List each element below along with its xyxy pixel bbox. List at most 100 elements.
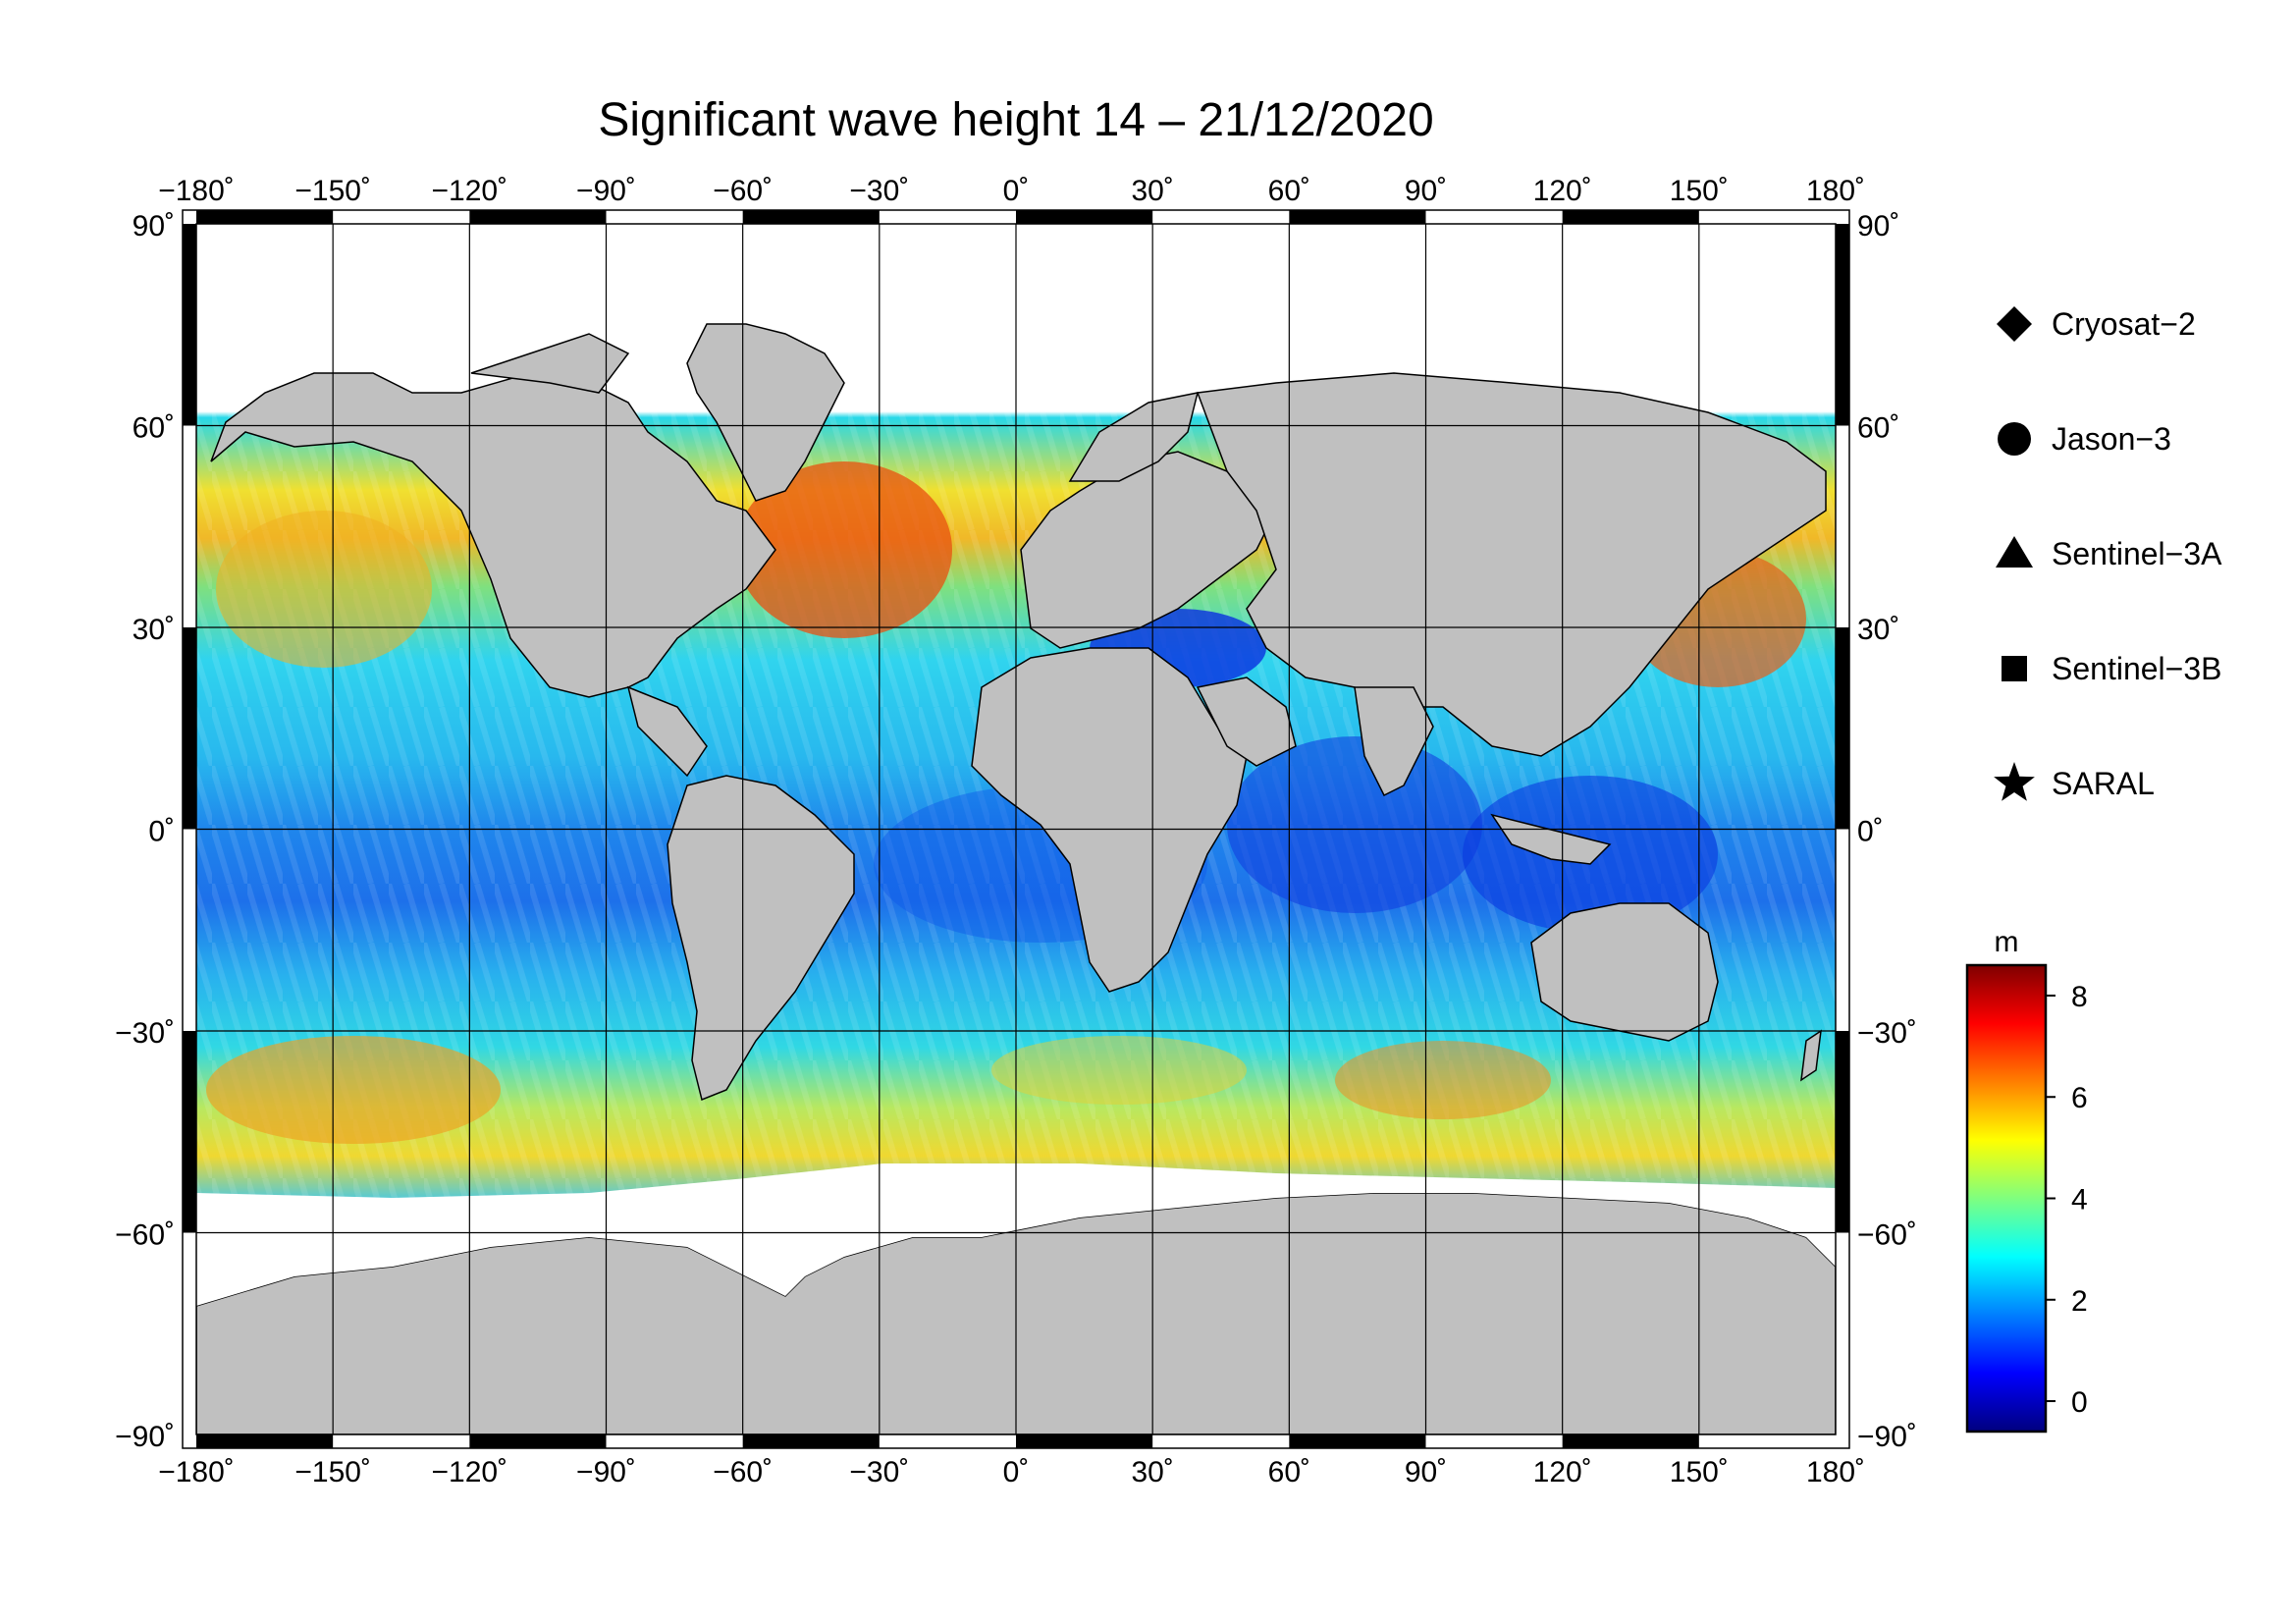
south-pacific-high-waves: [206, 1036, 501, 1144]
legend-label: SARAL: [2052, 766, 2155, 801]
lat-tick-label-left: 60˚: [133, 412, 175, 445]
frame-band-top: [469, 210, 607, 224]
lat-tick-label-right: −60˚: [1857, 1219, 1917, 1252]
lon-tick-label-top: 0˚: [1003, 175, 1030, 207]
greenland-land: [686, 323, 845, 502]
lon-tick-label-bottom: −30˚: [849, 1456, 909, 1488]
north-pacific-east-high-waves: [216, 511, 432, 668]
lat-tick-label-right: 0˚: [1857, 816, 1884, 848]
south-america-land: [667, 775, 855, 1102]
frame-band-bottom: [742, 1434, 880, 1448]
lat-tick-label-left: −30˚: [115, 1017, 175, 1050]
lon-tick-label-bottom: 60˚: [1268, 1456, 1310, 1488]
north-atlantic-high-waves: [736, 461, 952, 638]
lat-tick-label-right: −90˚: [1857, 1421, 1917, 1453]
frame-band-bottom: [196, 1434, 334, 1448]
legend-label: Jason−3: [2052, 421, 2171, 457]
frame-band-left: [183, 627, 196, 830]
lon-tick-label-top: −180˚: [158, 175, 235, 207]
south-indian-high-waves: [1335, 1041, 1551, 1119]
lon-tick-label-bottom: −60˚: [713, 1456, 773, 1488]
latitude-labels-right: 90˚ 60˚ 30˚ 0˚ −30˚ −60˚ −90˚: [1857, 210, 1917, 1453]
latitude-labels-left: 90˚ 60˚ 30˚ 0˚ −30˚ −60˚ −90˚: [115, 210, 175, 1453]
lon-tick-label-bottom: 150˚: [1670, 1456, 1729, 1488]
lon-tick-label-bottom: −150˚: [294, 1456, 371, 1488]
frame-band-top: [196, 210, 334, 224]
legend-triangle-marker: [1996, 536, 2033, 568]
legend-star-marker: [1994, 762, 2035, 801]
map-title: Significant wave height 14 – 21/12/2020: [598, 94, 1433, 146]
lon-tick-label-top: 120˚: [1533, 175, 1592, 207]
longitude-labels-bottom: −180˚ −150˚ −120˚ −90˚ −60˚ −30˚ 0˚ 30˚ 60˚ 90˚ 12…: [158, 1456, 1865, 1488]
lat-tick-label-right: 30˚: [1857, 614, 1899, 646]
colorbar: 0 2 4 6 8 m: [1965, 926, 2088, 1434]
lon-tick-label-top: −30˚: [849, 175, 909, 207]
north-america-land: [210, 372, 776, 698]
colorbar-tick-label: 2: [2071, 1285, 2088, 1318]
lat-tick-label-left: 90˚: [133, 210, 175, 243]
arabia-land: [1196, 676, 1297, 767]
lon-tick-label-top: −150˚: [294, 175, 371, 207]
india-land: [1354, 686, 1434, 797]
frame-band-top: [1016, 210, 1153, 224]
lon-tick-label-top: 150˚: [1670, 175, 1729, 207]
lon-tick-label-bottom: −120˚: [432, 1456, 508, 1488]
colorbar-tick-label: 0: [2071, 1386, 2088, 1419]
new-zealand-land: [1800, 1029, 1822, 1082]
lon-tick-label-top: 90˚: [1405, 175, 1447, 207]
legend-diamond-marker: [1997, 306, 2032, 342]
colorbar-unit-label: m: [1995, 926, 2019, 958]
lon-tick-label-bottom: 30˚: [1131, 1456, 1173, 1488]
lon-tick-label-bottom: 0˚: [1003, 1456, 1030, 1488]
indian-ocean-north-low-waves: [1227, 736, 1482, 913]
frame-band-right: [1836, 1031, 1849, 1233]
lon-tick-label-top: −60˚: [713, 175, 773, 207]
frame-band-right: [1836, 627, 1849, 830]
arctic-archipelago-land: [470, 333, 630, 394]
frame-band-top: [1289, 210, 1426, 224]
frame-band-bottom: [1562, 1434, 1699, 1448]
lat-tick-label-left: −90˚: [115, 1421, 175, 1453]
legend-label: Sentinel−3B: [2052, 651, 2221, 686]
colorbar-tick-label: 4: [2071, 1184, 2088, 1217]
lat-tick-label-right: −30˚: [1857, 1017, 1917, 1050]
lon-tick-label-bottom: 120˚: [1533, 1456, 1592, 1488]
frame-band-top: [742, 210, 880, 224]
lat-tick-label-left: −60˚: [115, 1219, 175, 1252]
lon-tick-label-top: −90˚: [576, 175, 636, 207]
lat-tick-label-left: 0˚: [148, 816, 175, 848]
lon-tick-label-bottom: −180˚: [158, 1456, 235, 1488]
graticule: [196, 224, 1836, 1434]
frame-band-left: [183, 1031, 196, 1233]
africa-land: [971, 647, 1248, 993]
australia-land: [1530, 902, 1719, 1042]
longitude-labels-top: −180˚ −150˚ −120˚ −90˚ −60˚ −30˚ 0˚ 30˚ 60˚ 90˚ 12…: [158, 175, 1865, 207]
legend-label: Sentinel−3A: [2052, 536, 2222, 571]
colorbar-bar: [1965, 963, 2048, 1434]
satellite-legend: Cryosat−2 Jason−3 Sentinel−3A Sentinel−3B SA…: [1994, 306, 2222, 801]
indonesia-land: [1490, 813, 1612, 865]
asia-land: [1196, 372, 1827, 757]
frame-band-left: [183, 224, 196, 426]
scandinavia-land: [1068, 392, 1200, 482]
lon-tick-label-bottom: −90˚: [576, 1456, 636, 1488]
legend-circle-marker: [1998, 422, 2031, 456]
central-america-land: [626, 685, 708, 778]
frame-band-right: [1836, 224, 1849, 426]
frame-band-bottom: [469, 1434, 607, 1448]
lat-tick-label-left: 30˚: [133, 614, 175, 646]
south-atlantic-high-waves: [991, 1036, 1247, 1105]
lat-tick-label-right: 90˚: [1857, 210, 1899, 243]
lon-tick-label-top: 30˚: [1131, 175, 1173, 207]
frame-band-top: [1562, 210, 1699, 224]
legend-square-marker: [2002, 656, 2027, 681]
legend-label: Cryosat−2: [2052, 306, 2196, 342]
frame-band-bottom: [1289, 1434, 1426, 1448]
lat-tick-label-right: 60˚: [1857, 412, 1899, 445]
lon-tick-label-top: 180˚: [1806, 175, 1865, 207]
colorbar-tick-label: 8: [2071, 981, 2088, 1013]
lon-tick-label-top: −120˚: [432, 175, 508, 207]
lon-tick-label-bottom: 180˚: [1806, 1456, 1865, 1488]
colorbar-tick-label: 6: [2071, 1082, 2088, 1114]
